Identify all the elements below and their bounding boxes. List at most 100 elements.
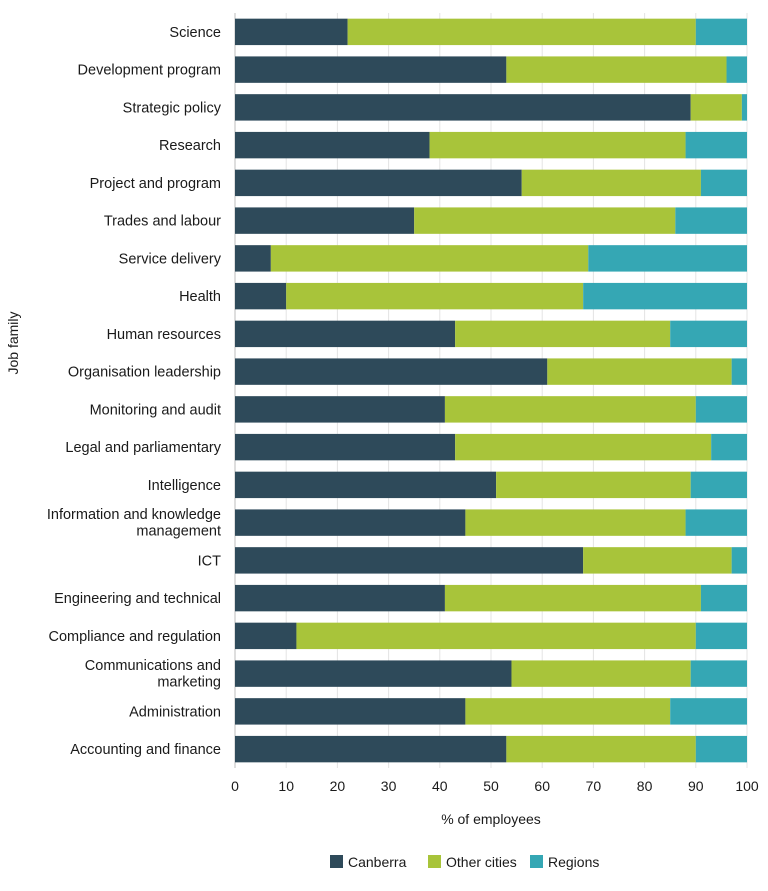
bars bbox=[235, 18, 747, 763]
x-tick-label: 60 bbox=[534, 778, 550, 794]
category-label: Human resources bbox=[107, 327, 221, 343]
x-tick-labels: 0 10 20 30 40 50 60 70 80 90 100 bbox=[231, 778, 759, 794]
bar-canberra bbox=[235, 131, 430, 159]
category-label: Strategic policy bbox=[123, 100, 222, 116]
bar-other-cities bbox=[286, 282, 584, 310]
bar-other-cities bbox=[583, 547, 732, 574]
category-label: Research bbox=[159, 138, 221, 154]
category-label: Development program bbox=[78, 63, 221, 79]
category-label: Engineering and technical bbox=[54, 591, 221, 607]
category-label: Science bbox=[169, 25, 221, 41]
bar-other-cities bbox=[511, 660, 691, 687]
bar-regions bbox=[726, 56, 747, 83]
bar-regions bbox=[685, 131, 747, 159]
bar-regions bbox=[731, 358, 747, 385]
category-label: Communications and marketing bbox=[85, 658, 221, 691]
bar-other-cities bbox=[465, 698, 671, 725]
bar-other-cities bbox=[465, 509, 686, 536]
category-label: Project and program bbox=[90, 176, 221, 192]
bar-canberra bbox=[235, 320, 456, 348]
bar-canberra bbox=[235, 396, 445, 423]
x-tick-label: 100 bbox=[735, 778, 759, 794]
bar-regions bbox=[711, 433, 747, 461]
category-label: Service delivery bbox=[119, 251, 222, 267]
category-label: Legal and parliamentary bbox=[65, 440, 221, 456]
bar-regions bbox=[583, 282, 747, 310]
bar-canberra bbox=[235, 584, 445, 612]
bar-canberra bbox=[235, 622, 297, 650]
bar-regions bbox=[695, 18, 747, 46]
bar-other-cities bbox=[496, 471, 691, 499]
bar-other-cities bbox=[296, 622, 696, 650]
bar-canberra bbox=[235, 169, 522, 197]
bar-other-cities bbox=[444, 396, 696, 423]
category-label: ICT bbox=[198, 553, 222, 569]
bar-regions bbox=[690, 471, 747, 499]
bar-canberra bbox=[235, 698, 466, 725]
bar-regions bbox=[731, 547, 747, 574]
bar-regions bbox=[695, 622, 747, 650]
bar-canberra bbox=[235, 547, 584, 574]
category-label: Trades and labour bbox=[104, 214, 221, 230]
category-label: Intelligence bbox=[148, 478, 221, 494]
bar-other-cities bbox=[506, 56, 727, 83]
gridlines bbox=[234, 13, 748, 768]
x-tick-label: 0 bbox=[231, 778, 239, 794]
bar-other-cities bbox=[547, 358, 732, 385]
bar-canberra bbox=[235, 433, 456, 461]
x-tick-label: 10 bbox=[278, 778, 294, 794]
category-label: Accounting and finance bbox=[70, 742, 221, 758]
x-tick-label: 80 bbox=[637, 778, 653, 794]
x-tick-label: 30 bbox=[381, 778, 397, 794]
legend: Canberra Other cities Regions bbox=[330, 854, 599, 870]
bar-regions bbox=[670, 320, 747, 348]
bar-regions bbox=[695, 396, 747, 423]
bar-other-cities bbox=[455, 320, 671, 348]
bar-canberra bbox=[235, 509, 466, 536]
legend-swatch-canberra bbox=[330, 855, 343, 868]
bar-regions bbox=[700, 584, 747, 612]
x-tick-label: 20 bbox=[330, 778, 346, 794]
x-tick-label: 90 bbox=[688, 778, 704, 794]
bar-regions bbox=[675, 207, 747, 234]
legend-label-regions: Regions bbox=[548, 854, 599, 870]
legend-label-canberra: Canberra bbox=[348, 854, 407, 870]
category-label: Compliance and regulation bbox=[49, 629, 222, 645]
bar-other-cities bbox=[444, 584, 701, 612]
category-label: Administration bbox=[129, 704, 221, 720]
bar-regions bbox=[588, 245, 747, 272]
bar-canberra bbox=[235, 660, 512, 687]
bar-canberra bbox=[235, 207, 415, 234]
x-tick-label: 50 bbox=[483, 778, 499, 794]
bar-other-cities bbox=[347, 18, 696, 46]
x-tick-label: 70 bbox=[586, 778, 602, 794]
bar-canberra bbox=[235, 282, 287, 310]
bar-other-cities bbox=[506, 735, 696, 763]
bar-canberra bbox=[235, 358, 548, 385]
bar-regions bbox=[741, 94, 747, 121]
bar-other-cities bbox=[270, 245, 589, 272]
bar-other-cities bbox=[455, 433, 712, 461]
bar-other-cities bbox=[429, 131, 686, 159]
bar-regions bbox=[685, 509, 747, 536]
category-label: Organisation leadership bbox=[68, 365, 221, 381]
bar-canberra bbox=[235, 735, 507, 763]
bar-other-cities bbox=[521, 169, 701, 197]
bar-canberra bbox=[235, 245, 271, 272]
bar-regions bbox=[700, 169, 747, 197]
category-labels: Science Development program Strategic poli… bbox=[47, 25, 222, 758]
bar-canberra bbox=[235, 94, 691, 121]
bar-other-cities bbox=[414, 207, 676, 234]
x-axis-title: % of employees bbox=[441, 811, 541, 827]
legend-label-other-cities: Other cities bbox=[446, 854, 517, 870]
bar-regions bbox=[670, 698, 747, 725]
y-axis-title: Job family bbox=[5, 311, 21, 374]
legend-swatch-regions bbox=[530, 855, 543, 868]
bar-canberra bbox=[235, 471, 497, 499]
bar-canberra bbox=[235, 56, 507, 83]
bar-other-cities bbox=[690, 94, 742, 121]
category-label: Health bbox=[179, 289, 221, 305]
x-tick-label: 40 bbox=[432, 778, 448, 794]
category-label: Monitoring and audit bbox=[90, 402, 221, 418]
